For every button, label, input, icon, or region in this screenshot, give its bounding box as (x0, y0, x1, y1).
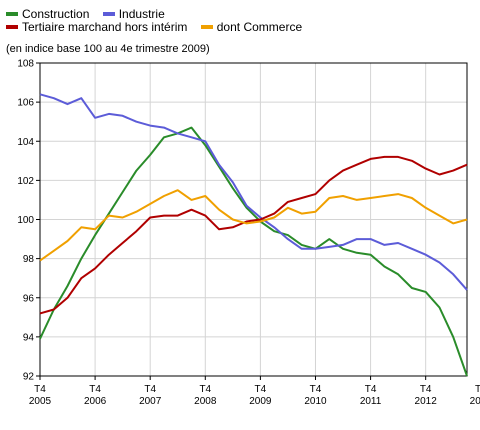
y-tick-label-100: 100 (17, 215, 34, 226)
legend-item-industrie: Industrie (102, 7, 165, 21)
legend-item-tertiaire: Tertiaire marchand hors intérim (6, 21, 187, 34)
x-tick-label-6: T4 (365, 384, 377, 395)
x-tick-year-4: 2009 (249, 396, 272, 407)
series-line-2 (39, 155, 468, 315)
legend-swatch-construction (6, 11, 18, 16)
legend-label-construction: Construction (22, 7, 90, 21)
y-tick-label-104: 104 (17, 137, 34, 148)
y-tick-label-92: 92 (23, 372, 35, 383)
x-tick-year-2: 2007 (139, 396, 162, 407)
x-tick-year-8: 2013 (470, 396, 480, 407)
legend-swatch-industrie (102, 11, 115, 16)
x-tick-year-6: 2011 (360, 396, 382, 407)
y-tick-label-94: 94 (23, 332, 35, 343)
axis-layer: 92949698100102104106108T42005T42006T4200… (17, 59, 480, 408)
legend-item-commerce: dont Commerce (200, 20, 303, 34)
series-line-3 (39, 189, 468, 262)
series-line-1 (39, 93, 468, 291)
x-tick-year-1: 2006 (84, 396, 107, 407)
legend-item-construction: Construction (6, 8, 89, 21)
x-tick-label-8: T4 (475, 384, 480, 395)
chart-legend: Construction Industrie Tertiaire marchan… (6, 8, 312, 34)
legend-row-2: Tertiaire marchand hors intérim dont Com… (6, 21, 312, 34)
y-tick-label-102: 102 (17, 176, 34, 187)
x-tick-label-7: T4 (420, 384, 432, 395)
x-tick-label-4: T4 (255, 384, 267, 395)
x-tick-label-1: T4 (89, 384, 101, 395)
legend-label-industrie: Industrie (118, 7, 165, 21)
x-tick-year-5: 2010 (304, 396, 327, 407)
series-layer (39, 93, 468, 377)
legend-swatch-commerce (200, 24, 213, 29)
y-tick-label-108: 108 (17, 59, 34, 70)
legend-label-tertiaire: Tertiaire marchand hors intérim (22, 20, 188, 34)
x-tick-label-0: T4 (34, 384, 46, 395)
chart-subtitle: (en indice base 100 au 4e trimestre 2009… (6, 43, 210, 55)
y-tick-label-106: 106 (17, 98, 34, 109)
x-tick-year-3: 2008 (194, 396, 217, 407)
legend-label-commerce: dont Commerce (216, 20, 303, 34)
legend-swatch-tertiaire (6, 24, 18, 29)
legend-row-1: Construction Industrie (6, 8, 312, 21)
x-tick-label-2: T4 (144, 384, 156, 395)
x-tick-label-3: T4 (199, 384, 211, 395)
series-line-0 (39, 126, 468, 377)
x-tick-year-0: 2005 (29, 396, 52, 407)
y-tick-label-96: 96 (23, 293, 35, 304)
x-tick-label-5: T4 (310, 384, 322, 395)
y-tick-label-98: 98 (23, 254, 35, 265)
x-tick-year-7: 2012 (415, 396, 438, 407)
